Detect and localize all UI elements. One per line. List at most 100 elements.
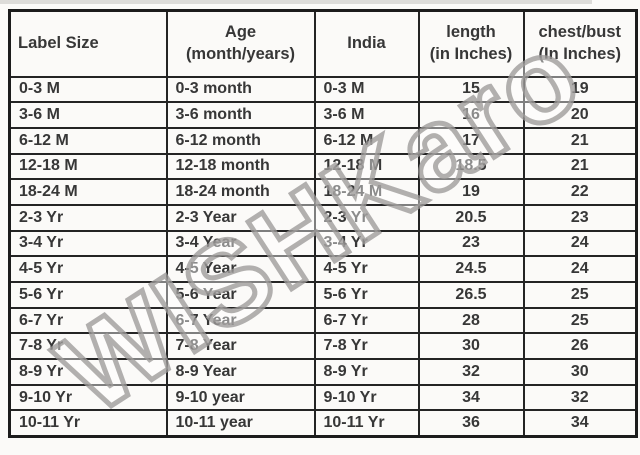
column-header-length: length (in Inches) xyxy=(417,9,525,78)
cell-length-inches: 16 xyxy=(417,101,525,129)
cell-label-size: 2-3 Yr xyxy=(8,203,168,232)
header-line: length xyxy=(446,22,496,41)
table-body: 0-3 M 0-3 month 0-3 M 15 19 3-6 M 3-6 mo… xyxy=(8,75,638,438)
scan-edge-artifact xyxy=(0,0,592,4)
cell-length-inches: 28 xyxy=(417,306,525,335)
cell-label-size: 8-9 Yr xyxy=(8,358,168,386)
header-line: chest/bust xyxy=(538,22,622,41)
table-row: 8-9 Yr 8-9 Year 8-9 Yr 32 30 xyxy=(8,358,638,386)
cell-chest-bust-inches: 20 xyxy=(522,101,638,129)
cell-chest-bust-inches: 24 xyxy=(522,255,638,283)
cell-age: 12-18 month xyxy=(165,152,316,181)
cell-length-inches: 17 xyxy=(417,126,525,155)
header-line: Label Size xyxy=(18,33,99,52)
header-subline: (month/years) xyxy=(185,44,296,63)
table-row: 5-6 Yr 5-6 Year 5-6 Yr 26.5 25 xyxy=(8,281,638,309)
cell-age: 2-3 Year xyxy=(165,203,316,232)
cell-age: 8-9 Year xyxy=(165,358,316,386)
table-row: 10-11 Yr 10-11 year 10-11 Yr 36 34 xyxy=(8,409,638,438)
cell-age: 6-7 Year xyxy=(165,306,316,335)
cell-india: 6-7 Yr xyxy=(313,306,420,335)
cell-india: 0-3 M xyxy=(313,75,420,104)
cell-label-size: 6-12 M xyxy=(8,126,168,155)
cell-india: 9-10 Yr xyxy=(313,383,420,412)
cell-label-size: 3-4 Yr xyxy=(8,229,168,258)
cell-india: 8-9 Yr xyxy=(313,358,420,386)
cell-label-size: 3-6 M xyxy=(8,101,168,129)
cell-age: 6-12 month xyxy=(165,126,316,155)
cell-chest-bust-inches: 22 xyxy=(522,178,638,206)
cell-label-size: 9-10 Yr xyxy=(8,383,168,412)
cell-chest-bust-inches: 19 xyxy=(522,75,638,104)
cell-age: 7-8 Year xyxy=(165,332,316,361)
table-row: 3-4 Yr 3-4 Year 3-4 Yr 23 24 xyxy=(8,229,638,258)
cell-length-inches: 18.5 xyxy=(417,152,525,181)
table-row: 6-12 M 6-12 month 6-12 M 17 21 xyxy=(8,126,638,155)
cell-label-size: 5-6 Yr xyxy=(8,281,168,309)
header-row: Label Size Age (month/years) India lengt… xyxy=(8,9,638,78)
cell-label-size: 10-11 Yr xyxy=(8,409,168,438)
header-subline: (In Inches) xyxy=(538,44,621,63)
cell-length-inches: 30 xyxy=(417,332,525,361)
table-row: 7-8 Yr 7-8 Year 7-8 Yr 30 26 xyxy=(8,332,638,361)
size-chart-table: Label Size Age (month/years) India lengt… xyxy=(8,9,638,438)
table-row: 6-7 Yr 6-7 Year 6-7 Yr 28 25 xyxy=(8,306,638,335)
cell-chest-bust-inches: 26 xyxy=(522,332,638,361)
cell-chest-bust-inches: 21 xyxy=(522,152,638,181)
cell-chest-bust-inches: 32 xyxy=(522,383,638,412)
cell-length-inches: 32 xyxy=(417,358,525,386)
cell-length-inches: 19 xyxy=(417,178,525,206)
cell-india: 6-12 M xyxy=(313,126,420,155)
cell-chest-bust-inches: 21 xyxy=(522,126,638,155)
table-row: 2-3 Yr 2-3 Year 2-3 Yr 20.5 23 xyxy=(8,203,638,232)
cell-age: 3-4 Year xyxy=(165,229,316,258)
column-header-age: Age (month/years) xyxy=(165,9,316,78)
cell-chest-bust-inches: 23 xyxy=(522,203,638,232)
cell-india: 18-24 M xyxy=(313,178,420,206)
cell-length-inches: 23 xyxy=(417,229,525,258)
header-subline: (in Inches) xyxy=(429,44,513,63)
cell-age: 0-3 month xyxy=(165,75,316,104)
cell-india: 12-18 M xyxy=(313,152,420,181)
cell-length-inches: 15 xyxy=(417,75,525,104)
table-row: 12-18 M 12-18 month 12-18 M 18.5 21 xyxy=(8,152,638,181)
table-row: 9-10 Yr 9-10 year 9-10 Yr 34 32 xyxy=(8,383,638,412)
cell-length-inches: 26.5 xyxy=(417,281,525,309)
table-row: 3-6 M 3-6 month 3-6 M 16 20 xyxy=(8,101,638,129)
cell-chest-bust-inches: 30 xyxy=(522,358,638,386)
cell-label-size: 6-7 Yr xyxy=(8,306,168,335)
cell-label-size: 12-18 M xyxy=(8,152,168,181)
cell-label-size: 18-24 M xyxy=(8,178,168,206)
column-header-chest-bust: chest/bust (In Inches) xyxy=(522,9,638,78)
cell-age: 3-6 month xyxy=(165,101,316,129)
column-header-label-size: Label Size xyxy=(8,9,168,78)
header-line: India xyxy=(347,33,386,52)
cell-age: 5-6 Year xyxy=(165,281,316,309)
cell-india: 7-8 Yr xyxy=(313,332,420,361)
cell-length-inches: 34 xyxy=(417,383,525,412)
cell-india: 4-5 Yr xyxy=(313,255,420,283)
cell-india: 10-11 Yr xyxy=(313,409,420,438)
cell-length-inches: 20.5 xyxy=(417,203,525,232)
cell-length-inches: 24.5 xyxy=(417,255,525,283)
cell-age: 9-10 year xyxy=(165,383,316,412)
table-row: 18-24 M 18-24 month 18-24 M 19 22 xyxy=(8,178,638,206)
cell-chest-bust-inches: 34 xyxy=(522,409,638,438)
cell-label-size: 7-8 Yr xyxy=(8,332,168,361)
cell-india: 3-4 Yr xyxy=(313,229,420,258)
cell-label-size: 0-3 M xyxy=(8,75,168,104)
cell-age: 4-5 Year xyxy=(165,255,316,283)
cell-age: 18-24 month xyxy=(165,178,316,206)
cell-chest-bust-inches: 24 xyxy=(522,229,638,258)
cell-india: 2-3 Yr xyxy=(313,203,420,232)
cell-length-inches: 36 xyxy=(417,409,525,438)
table-row: 4-5 Yr 4-5 Year 4-5 Yr 24.5 24 xyxy=(8,255,638,283)
cell-label-size: 4-5 Yr xyxy=(8,255,168,283)
cell-india: 3-6 M xyxy=(313,101,420,129)
cell-chest-bust-inches: 25 xyxy=(522,281,638,309)
cell-chest-bust-inches: 25 xyxy=(522,306,638,335)
cell-age: 10-11 year xyxy=(165,409,316,438)
header-line: Age xyxy=(224,22,257,41)
cell-india: 5-6 Yr xyxy=(313,281,420,309)
table-row: 0-3 M 0-3 month 0-3 M 15 19 xyxy=(8,75,638,104)
